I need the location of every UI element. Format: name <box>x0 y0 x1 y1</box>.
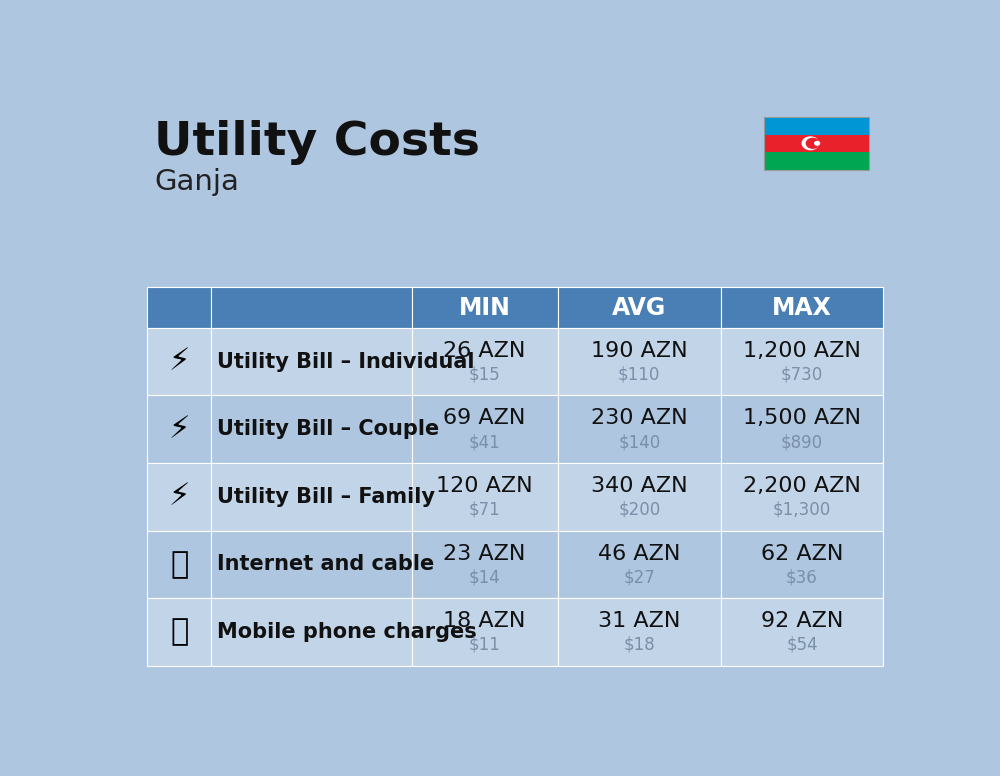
Text: 1,500 AZN: 1,500 AZN <box>743 408 861 428</box>
Text: $14: $14 <box>469 568 501 587</box>
Bar <box>764 117 869 170</box>
Text: $27: $27 <box>623 568 655 587</box>
Bar <box>211 598 412 666</box>
Text: Utility Bill – Individual: Utility Bill – Individual <box>217 352 475 372</box>
Bar <box>721 287 883 328</box>
Bar <box>764 152 869 170</box>
Text: $11: $11 <box>469 636 501 654</box>
Text: 230 AZN: 230 AZN <box>591 408 688 428</box>
Bar <box>412 396 558 463</box>
Bar <box>147 463 211 531</box>
Bar <box>147 531 211 598</box>
Text: 120 AZN: 120 AZN <box>436 476 533 496</box>
Text: $200: $200 <box>618 501 660 519</box>
Text: 62 AZN: 62 AZN <box>761 543 843 563</box>
Bar <box>147 328 211 396</box>
Text: $41: $41 <box>469 433 501 452</box>
Bar <box>211 396 412 463</box>
Text: $110: $110 <box>618 365 660 384</box>
Text: Internet and cable: Internet and cable <box>217 554 435 574</box>
Bar <box>558 328 721 396</box>
Text: 📱: 📱 <box>170 617 188 646</box>
Text: Utility Bill – Family: Utility Bill – Family <box>217 487 435 507</box>
Text: 1,200 AZN: 1,200 AZN <box>743 341 861 361</box>
Text: ⚡: ⚡ <box>168 414 190 444</box>
Bar <box>558 598 721 666</box>
Circle shape <box>802 137 819 150</box>
Bar <box>764 134 869 152</box>
Text: Utility Costs: Utility Costs <box>154 120 480 165</box>
Bar <box>412 463 558 531</box>
Bar <box>147 396 211 463</box>
Text: $54: $54 <box>786 636 818 654</box>
Text: 2,200 AZN: 2,200 AZN <box>743 476 861 496</box>
Polygon shape <box>814 141 820 146</box>
Bar <box>721 531 883 598</box>
Text: Mobile phone charges: Mobile phone charges <box>217 622 477 642</box>
Bar <box>211 463 412 531</box>
Bar <box>764 117 869 134</box>
Bar <box>147 287 211 328</box>
Text: $730: $730 <box>781 365 823 384</box>
Bar <box>412 598 558 666</box>
Text: ⚡: ⚡ <box>168 482 190 511</box>
Text: 69 AZN: 69 AZN <box>443 408 526 428</box>
Text: AVG: AVG <box>612 296 666 320</box>
Text: 31 AZN: 31 AZN <box>598 611 680 631</box>
Bar <box>721 328 883 396</box>
Bar <box>412 328 558 396</box>
Bar <box>558 463 721 531</box>
Bar <box>558 287 721 328</box>
Text: $36: $36 <box>786 568 818 587</box>
Bar <box>412 531 558 598</box>
Bar <box>721 463 883 531</box>
Bar <box>558 531 721 598</box>
Text: $15: $15 <box>469 365 501 384</box>
Bar <box>721 598 883 666</box>
Text: 190 AZN: 190 AZN <box>591 341 688 361</box>
Text: Utility Bill – Couple: Utility Bill – Couple <box>217 419 440 439</box>
Text: 📶: 📶 <box>170 549 188 579</box>
Bar <box>211 531 412 598</box>
Text: $140: $140 <box>618 433 660 452</box>
Text: MIN: MIN <box>459 296 511 320</box>
Text: MAX: MAX <box>772 296 832 320</box>
Bar <box>721 396 883 463</box>
Text: 46 AZN: 46 AZN <box>598 543 680 563</box>
Bar <box>147 598 211 666</box>
Text: 26 AZN: 26 AZN <box>443 341 526 361</box>
Bar <box>558 396 721 463</box>
Text: 340 AZN: 340 AZN <box>591 476 688 496</box>
Text: 23 AZN: 23 AZN <box>443 543 526 563</box>
Bar <box>412 287 558 328</box>
Bar <box>211 287 412 328</box>
Text: $71: $71 <box>469 501 501 519</box>
Text: 18 AZN: 18 AZN <box>443 611 526 631</box>
Circle shape <box>806 138 819 148</box>
Bar <box>211 328 412 396</box>
Text: Ganja: Ganja <box>154 168 239 196</box>
Text: 92 AZN: 92 AZN <box>761 611 843 631</box>
Text: $18: $18 <box>623 636 655 654</box>
Text: ⚡: ⚡ <box>168 347 190 376</box>
Text: $1,300: $1,300 <box>773 501 831 519</box>
Text: $890: $890 <box>781 433 823 452</box>
